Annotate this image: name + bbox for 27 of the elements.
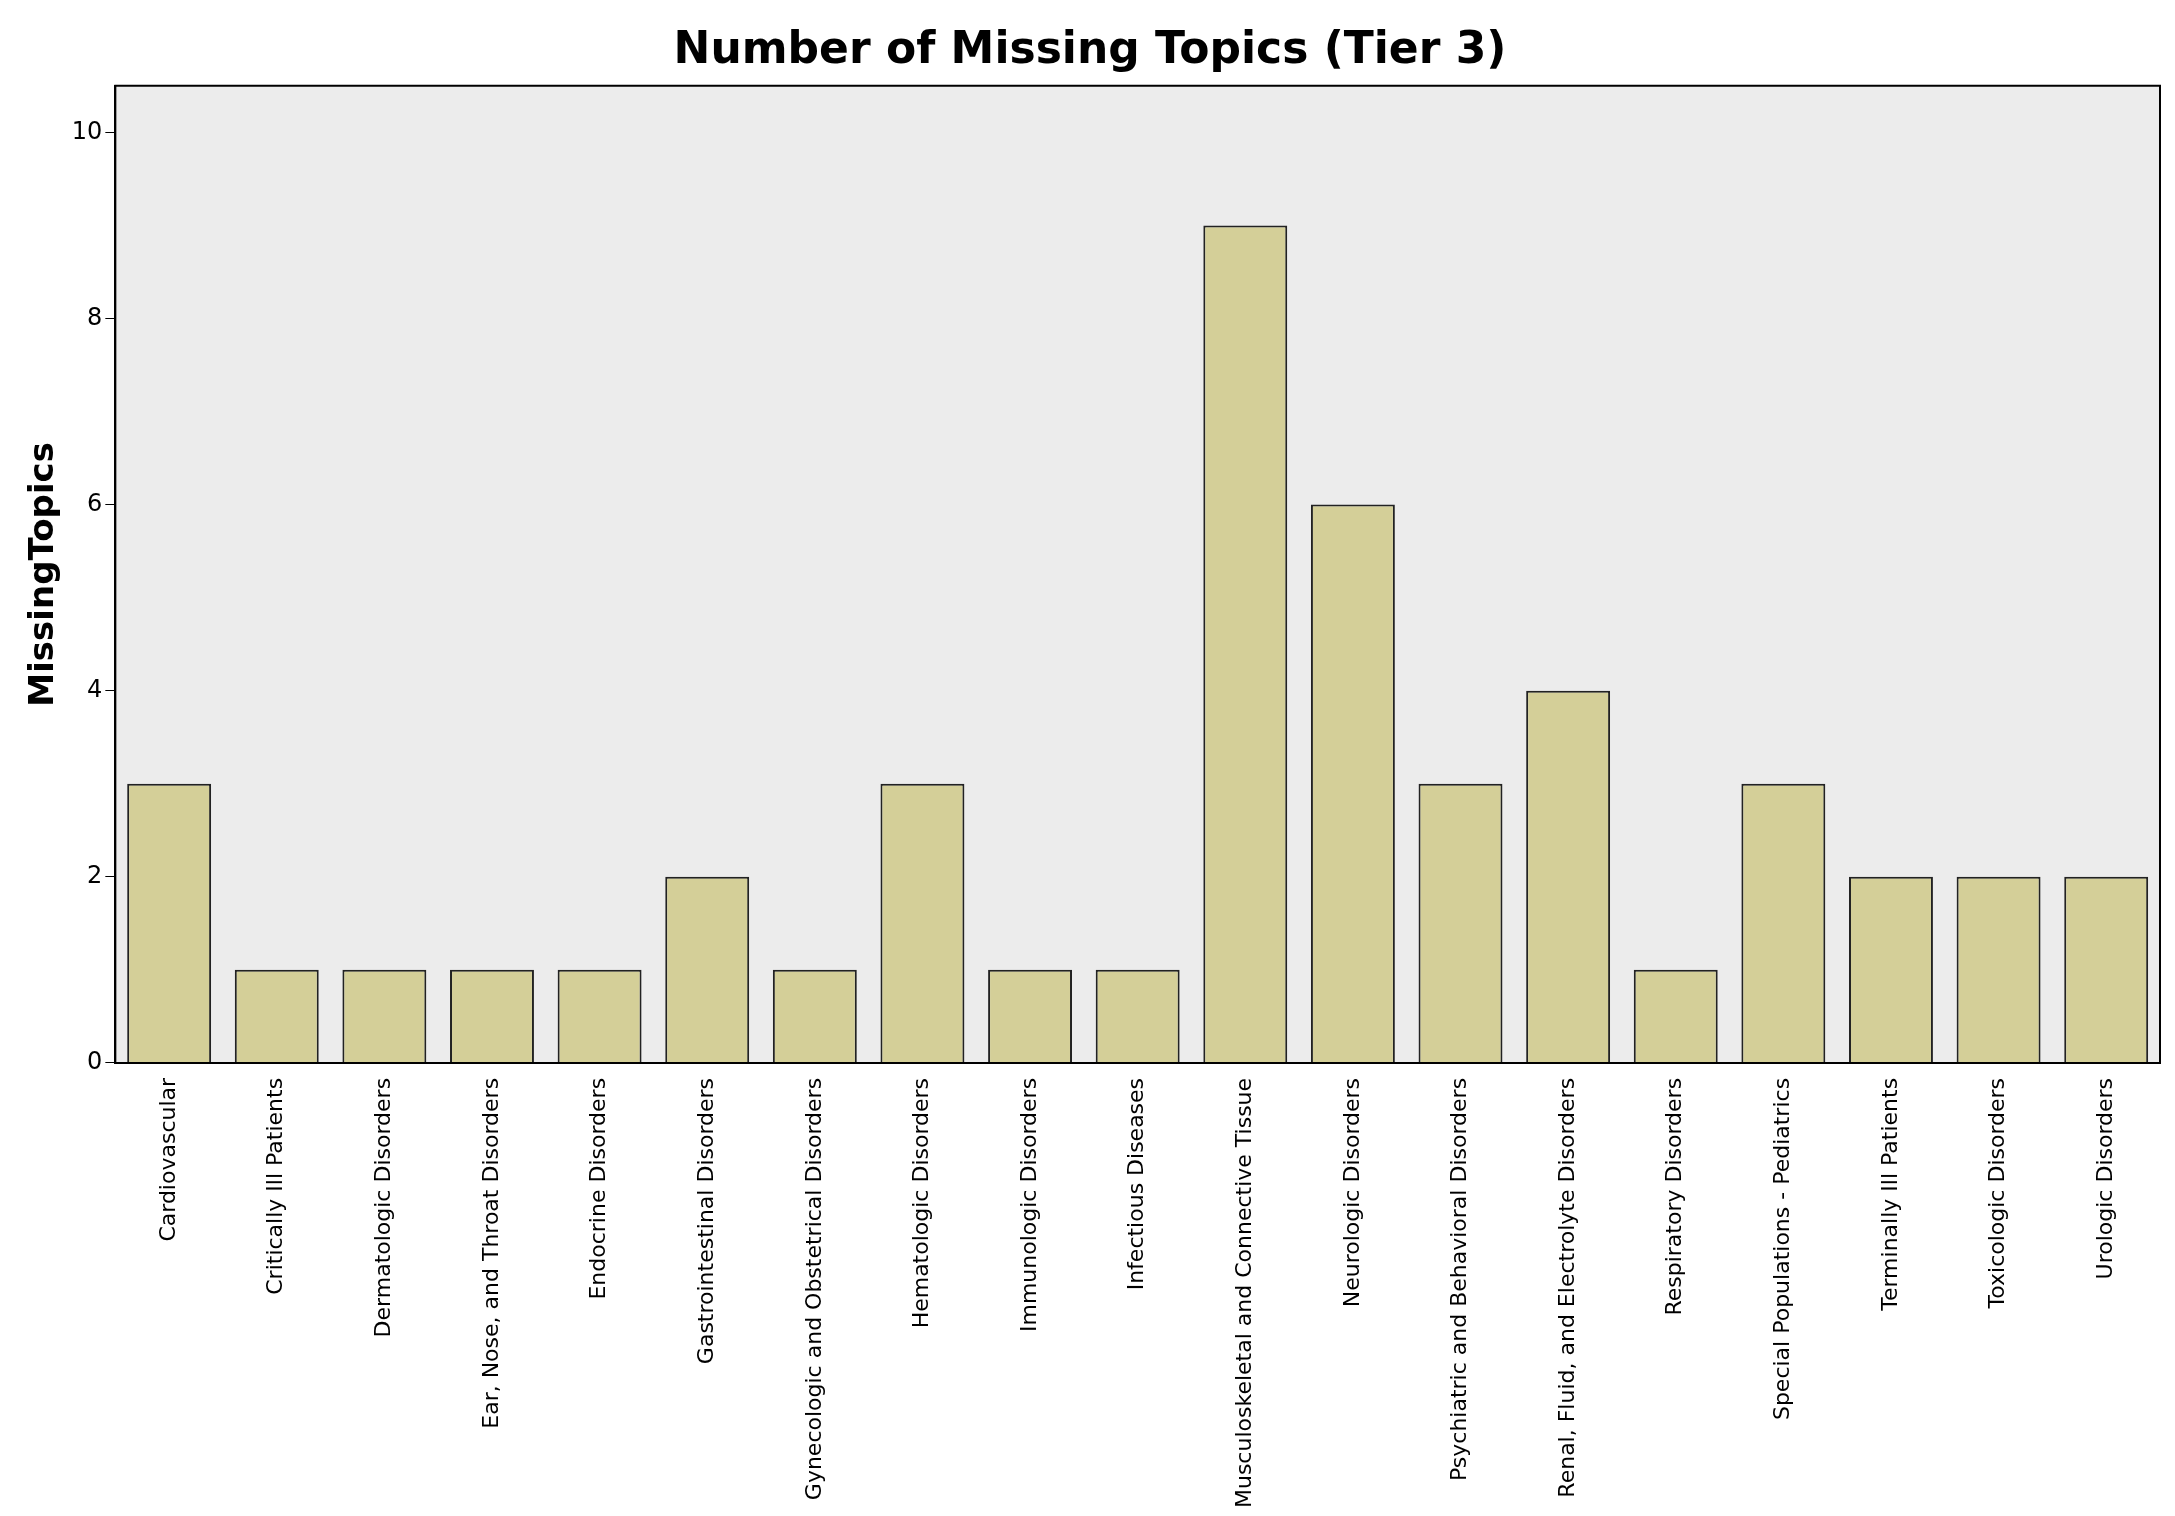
chart-title: Number of Missing Topics (Tier 3) [673,21,1507,73]
y-tick-label: 10 [71,116,103,145]
x-tick-label: Cardiovascular [154,1076,180,1242]
x-tick-label: Dermatologic Disorders [370,1077,396,1338]
x-tick-label: Renal, Fluid, and Electrolyte Disorders [1553,1077,1579,1498]
x-tick-label: Urologic Disorders [2091,1077,2117,1280]
y-tick-label: 2 [87,861,103,890]
x-tick-label: Gynecologic and Obstetrical Disorders [800,1077,826,1501]
x-tick-label: Musculoskeletal and Connective Tissue [1231,1077,1256,1509]
x-tick-label: Immunologic Disorders [1015,1077,1041,1332]
x-tick-label: Critically Ill Patients [262,1077,288,1295]
x-tick-label: Respiratory Disorders [1661,1077,1687,1316]
x-tick-label: Terminally Ill Patients [1876,1077,1902,1312]
y-tick-label: 4 [87,674,103,703]
y-tick-label: 0 [87,1047,103,1076]
x-tick-label: Gastrointestinal Disorders [692,1077,718,1365]
x-tick-label: Neurologic Disorders [1338,1077,1364,1308]
x-tick-label: Ear, Nose, and Throat Disorders [477,1077,503,1429]
x-tick-label: Psychiatric and Behavioral Disorders [1446,1077,1472,1482]
x-tick-label: Infectious Diseases [1123,1077,1149,1291]
x-tick-label: Hematologic Disorders [908,1077,934,1329]
x-tick-label: Toxicologic Disorders [1984,1077,2010,1310]
x-tick-label: Endocrine Disorders [585,1077,611,1300]
x-tick-label: Special Populations - Pediatrics [1769,1077,1795,1421]
y-tick-label: 8 [87,302,103,331]
y-axis-title: MissingTopics [21,442,62,707]
y-tick-label: 6 [87,488,103,517]
